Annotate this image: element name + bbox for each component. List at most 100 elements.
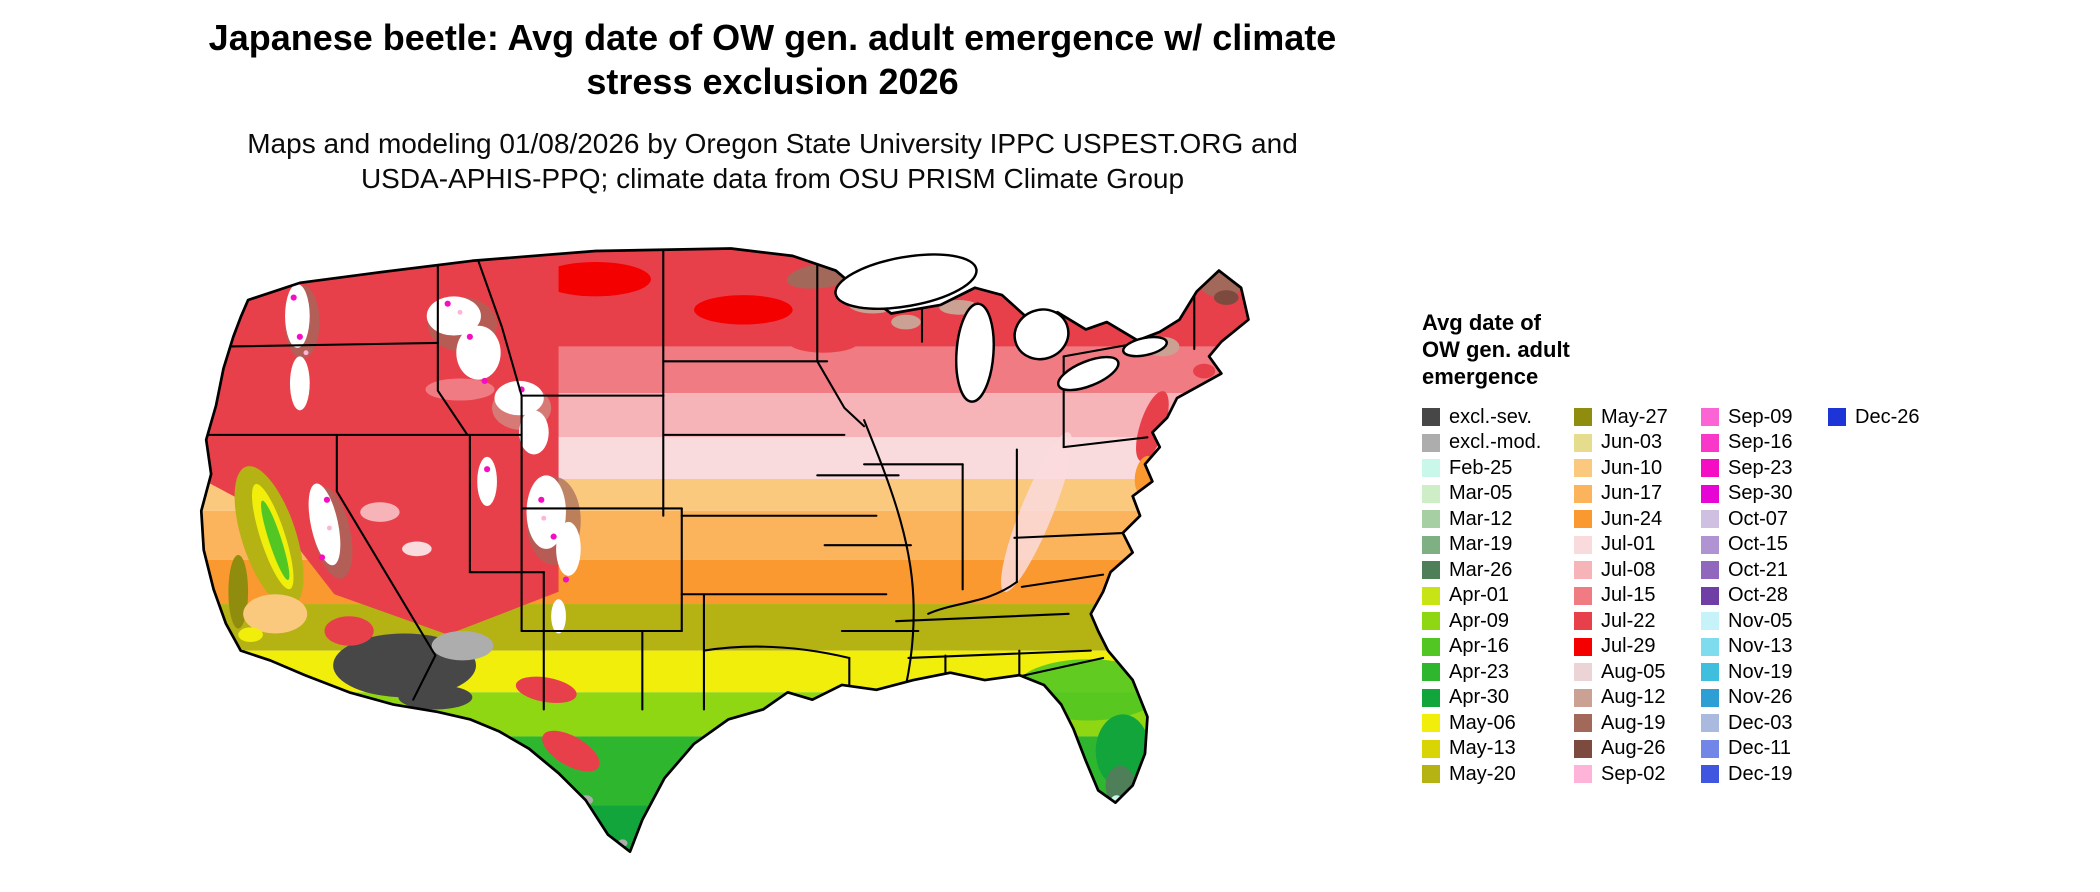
- legend-item: Sep-30: [1701, 481, 1828, 507]
- legend-swatch: [1701, 688, 1719, 707]
- legend-item: Apr-16: [1422, 634, 1574, 660]
- legend-title-line2: OW gen. adult: [1422, 336, 1570, 362]
- legend-swatch: [1701, 586, 1719, 605]
- map-subtitle: Maps and modeling 01/08/2026 by Oregon S…: [0, 126, 1545, 196]
- legend-column: Dec-26: [1828, 404, 1919, 430]
- legend-item: Jun-17: [1574, 481, 1701, 507]
- lake-huron: [1013, 308, 1070, 361]
- legend-title-line3: emergence: [1422, 363, 1539, 389]
- legend-column: May-27 Jun-03 Jun-10 Jun-17 Jun-24 Jul-01 Jul-…: [1574, 404, 1701, 787]
- legend-swatch: [1574, 484, 1592, 503]
- legend-item: May-13: [1422, 736, 1574, 762]
- legend-label: Mar-19: [1449, 533, 1513, 556]
- legend-swatch: [1422, 561, 1440, 580]
- legend-label: Apr-30: [1449, 686, 1510, 709]
- legend-swatch: [1574, 612, 1592, 631]
- legend-label: Sep-23: [1728, 456, 1793, 479]
- legend-label: Jul-22: [1601, 609, 1656, 632]
- lake-erie: [1057, 355, 1120, 392]
- legend-item: Nov-26: [1701, 685, 1828, 711]
- legend-column: excl.-sev. excl.-mod. Feb-25 Mar-05 Mar-12 Ma…: [1422, 404, 1574, 787]
- legend-title-line1: Avg date of: [1422, 310, 1541, 335]
- legend-label: Sep-09: [1728, 405, 1793, 428]
- legend-swatch: [1422, 765, 1440, 784]
- legend-swatch: [1701, 663, 1719, 682]
- legend-swatch: [1701, 739, 1719, 758]
- legend-columns: excl.-sev. excl.-mod. Feb-25 Mar-05 Mar-12 Ma…: [1422, 404, 1919, 787]
- legend-label: Sep-30: [1728, 482, 1793, 505]
- legend-swatch: [1574, 459, 1592, 478]
- legend-label: May-27: [1601, 405, 1668, 428]
- legend-item: Apr-23: [1422, 659, 1574, 685]
- legend-label: Dec-26: [1855, 405, 1920, 428]
- legend-item: Oct-07: [1701, 506, 1828, 532]
- legend-label: Mar-26: [1449, 558, 1513, 581]
- legend-swatch: [1574, 510, 1592, 529]
- map-title-line2: stress exclusion 2026: [586, 60, 959, 102]
- legend-title: Avg date of OW gen. adult emergence: [1422, 310, 1919, 390]
- legend-item: Mar-12: [1422, 506, 1574, 532]
- legend-item: Apr-01: [1422, 583, 1574, 609]
- legend-item: excl.-mod.: [1422, 430, 1574, 456]
- us-map: [152, 224, 1384, 886]
- legend-label: Sep-16: [1728, 431, 1793, 454]
- legend-swatch: [1701, 459, 1719, 478]
- legend-label: Aug-12: [1601, 686, 1666, 709]
- legend-swatch: [1422, 714, 1440, 733]
- legend-item: Jun-03: [1574, 430, 1701, 456]
- legend-swatch: [1701, 714, 1719, 733]
- map-raster: [201, 248, 1249, 852]
- legend-swatch: [1422, 433, 1440, 452]
- legend-item: Jun-10: [1574, 455, 1701, 481]
- legend-label: Apr-09: [1449, 609, 1510, 632]
- lake-superior: [834, 253, 978, 310]
- map-subtitle-line1: Maps and modeling 01/08/2026 by Oregon S…: [247, 127, 1298, 159]
- legend-item: Oct-15: [1701, 532, 1828, 558]
- legend-item: Nov-13: [1701, 634, 1828, 660]
- legend-swatch: [1574, 637, 1592, 656]
- us-map-svg: [199, 247, 1250, 854]
- legend-label: Jun-24: [1601, 507, 1663, 530]
- legend-swatch: [1422, 586, 1440, 605]
- legend-item: Jul-22: [1574, 608, 1701, 634]
- legend-item: Sep-16: [1701, 430, 1828, 456]
- legend-swatch: [1422, 688, 1440, 707]
- legend-swatch: [1422, 484, 1440, 503]
- legend-label: May-20: [1449, 762, 1516, 785]
- legend-label: Feb-25: [1449, 456, 1513, 479]
- legend-swatch: [1701, 484, 1719, 503]
- legend-label: Apr-23: [1449, 660, 1510, 683]
- legend-item: Jul-15: [1574, 583, 1701, 609]
- legend: Avg date of OW gen. adult emergence excl…: [1422, 310, 1919, 787]
- legend-label: Oct-21: [1728, 558, 1789, 581]
- legend-item: Feb-25: [1422, 455, 1574, 481]
- legend-swatch: [1422, 535, 1440, 554]
- legend-item: Nov-05: [1701, 608, 1828, 634]
- legend-swatch: [1701, 535, 1719, 554]
- legend-item: Jun-24: [1574, 506, 1701, 532]
- legend-item: May-20: [1422, 761, 1574, 787]
- legend-label: Dec-11: [1728, 737, 1791, 760]
- state-borders: [207, 249, 1196, 745]
- legend-swatch: [1574, 739, 1592, 758]
- legend-item: Dec-03: [1701, 710, 1828, 736]
- us-outline: [199, 247, 1250, 854]
- legend-swatch: [1701, 612, 1719, 631]
- legend-item: May-06: [1422, 710, 1574, 736]
- legend-swatch: [1574, 663, 1592, 682]
- legend-item: Mar-19: [1422, 532, 1574, 558]
- legend-label: Apr-01: [1449, 584, 1510, 607]
- legend-column: Sep-09 Sep-16 Sep-23 Sep-30 Oct-07 Oct-15 Oct-…: [1701, 404, 1828, 787]
- legend-label: Oct-28: [1728, 584, 1789, 607]
- legend-swatch: [1701, 510, 1719, 529]
- lake-ontario: [1121, 335, 1168, 358]
- legend-label: Jul-15: [1601, 584, 1656, 607]
- legend-swatch: [1574, 433, 1592, 452]
- legend-item: Aug-05: [1574, 659, 1701, 685]
- legend-item: Jul-08: [1574, 557, 1701, 583]
- legend-swatch: [1422, 510, 1440, 529]
- legend-item: Dec-19: [1701, 761, 1828, 787]
- legend-label: Jun-03: [1601, 431, 1663, 454]
- legend-item: Sep-09: [1701, 404, 1828, 430]
- legend-label: Aug-26: [1601, 737, 1666, 760]
